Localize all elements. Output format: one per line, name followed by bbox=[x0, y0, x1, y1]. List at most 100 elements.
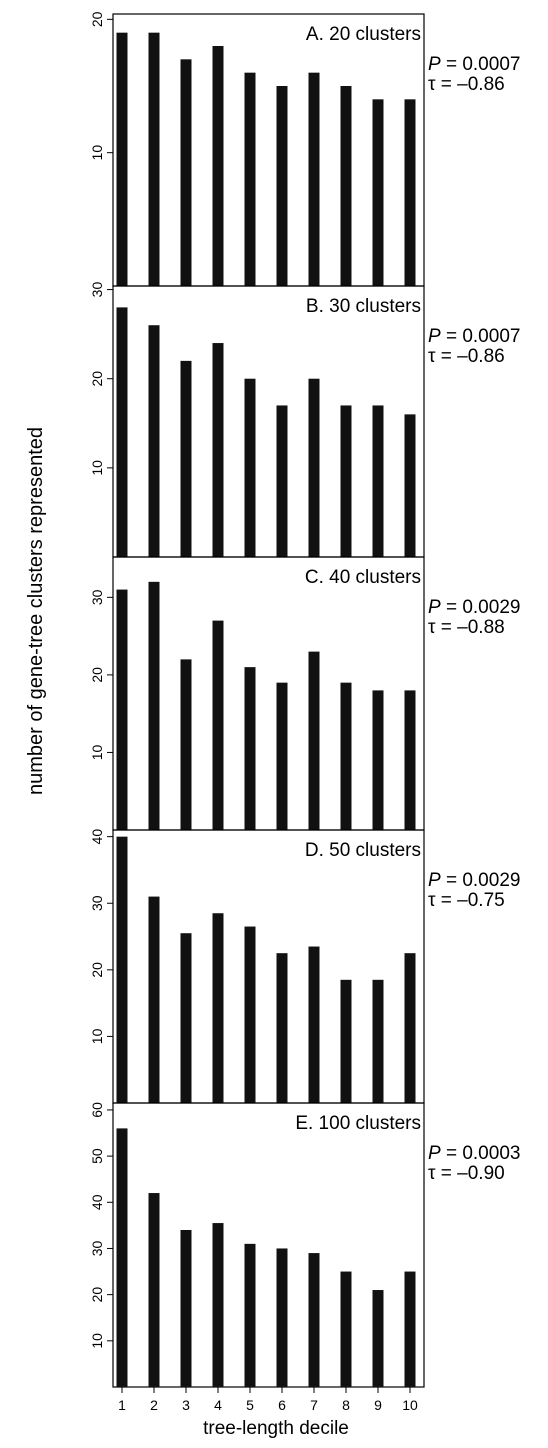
y-tick-label: 10 bbox=[89, 1028, 105, 1044]
panel-title: B. 30 clusters bbox=[306, 296, 421, 317]
y-tick-label: 30 bbox=[89, 895, 105, 911]
bar-2-6 bbox=[276, 405, 288, 557]
bar-1-9 bbox=[372, 99, 384, 286]
y-tick-label: 50 bbox=[89, 1148, 105, 1164]
bar-3-9 bbox=[372, 690, 384, 830]
bar-2-5 bbox=[244, 378, 256, 557]
bar-1-2 bbox=[148, 32, 160, 286]
bar-2-8 bbox=[340, 405, 352, 557]
bar-4-8 bbox=[340, 979, 352, 1103]
bar-5-2 bbox=[148, 1193, 160, 1387]
bar-5-7 bbox=[308, 1253, 320, 1387]
y-tick-label: 10 bbox=[89, 1333, 105, 1349]
bar-1-4 bbox=[212, 46, 224, 286]
bar-4-6 bbox=[276, 953, 288, 1103]
bar-3-4 bbox=[212, 620, 224, 830]
stat-p: P = 0.0007 bbox=[428, 54, 520, 75]
panel-frame bbox=[112, 1102, 425, 1388]
bar-2-10 bbox=[404, 414, 416, 557]
stat-p: P = 0.0007 bbox=[428, 326, 520, 347]
bar-1-1 bbox=[116, 32, 128, 286]
bar-3-3 bbox=[180, 659, 192, 830]
x-tick-label: 6 bbox=[278, 1397, 286, 1413]
bar-5-8 bbox=[340, 1271, 352, 1387]
stat-p: P = 0.0003 bbox=[428, 1143, 520, 1164]
bar-1-3 bbox=[180, 59, 192, 287]
stat-tau: τ = –0.75 bbox=[428, 890, 505, 911]
bar-3-10 bbox=[404, 690, 416, 830]
bar-4-10 bbox=[404, 953, 416, 1103]
panel-title: A. 20 clusters bbox=[306, 24, 421, 45]
bar-5-3 bbox=[180, 1229, 192, 1387]
x-tick-label: 7 bbox=[310, 1397, 318, 1413]
bar-4-7 bbox=[308, 946, 320, 1103]
bar-1-6 bbox=[276, 86, 288, 286]
x-tick-label: 5 bbox=[246, 1397, 254, 1413]
bar-4-3 bbox=[180, 933, 192, 1103]
y-tick-label: 40 bbox=[89, 1194, 105, 1210]
x-axis-label: tree-length decile bbox=[203, 1418, 349, 1439]
bar-1-10 bbox=[404, 99, 416, 286]
y-tick-label: 30 bbox=[89, 589, 105, 605]
bar-2-2 bbox=[148, 325, 160, 557]
stat-tau: τ = –0.86 bbox=[428, 74, 505, 95]
stat-p: P = 0.0029 bbox=[428, 597, 520, 618]
y-tick-label: 20 bbox=[89, 667, 105, 683]
x-tick-label: 9 bbox=[374, 1397, 382, 1413]
x-tick-label: 3 bbox=[182, 1397, 190, 1413]
bar-5-4 bbox=[212, 1223, 224, 1387]
y-tick-label: 20 bbox=[89, 371, 105, 387]
bar-4-9 bbox=[372, 979, 384, 1103]
bar-5-9 bbox=[372, 1290, 384, 1387]
y-tick-label: 40 bbox=[89, 829, 105, 845]
bar-3-6 bbox=[276, 682, 288, 830]
bar-3-7 bbox=[308, 651, 320, 830]
x-tick-label: 8 bbox=[342, 1397, 350, 1413]
x-tick-label: 1 bbox=[118, 1397, 126, 1413]
bar-2-4 bbox=[212, 343, 224, 557]
bar-3-2 bbox=[148, 581, 160, 830]
x-tick-label: 10 bbox=[402, 1397, 418, 1413]
bar-2-1 bbox=[116, 307, 128, 557]
bar-3-8 bbox=[340, 682, 352, 830]
panel-title: D. 50 clusters bbox=[305, 840, 421, 861]
x-tick-label: 4 bbox=[214, 1397, 222, 1413]
stat-tau: τ = –0.90 bbox=[428, 1163, 505, 1184]
y-axis-label: number of gene-tree clusters represented bbox=[25, 427, 47, 795]
y-tick-label: 10 bbox=[89, 460, 105, 476]
bar-5-6 bbox=[276, 1248, 288, 1387]
bar-1-5 bbox=[244, 72, 256, 287]
panel-title: C. 40 clusters bbox=[305, 567, 421, 588]
y-tick-label: 20 bbox=[89, 11, 105, 27]
bar-5-10 bbox=[404, 1271, 416, 1387]
y-tick-label: 20 bbox=[89, 1287, 105, 1303]
x-tick-label: 2 bbox=[150, 1397, 158, 1413]
y-tick-label: 30 bbox=[89, 1240, 105, 1256]
y-tick-label: 20 bbox=[89, 962, 105, 978]
bar-4-1 bbox=[116, 836, 128, 1103]
stat-p: P = 0.0029 bbox=[428, 870, 520, 891]
bar-5-5 bbox=[244, 1243, 256, 1387]
bar-4-4 bbox=[212, 913, 224, 1103]
bar-5-1 bbox=[116, 1128, 128, 1387]
bar-4-2 bbox=[148, 896, 160, 1103]
bar-3-1 bbox=[116, 589, 128, 830]
y-tick-label: 60 bbox=[89, 1102, 105, 1118]
y-tick-label: 10 bbox=[89, 744, 105, 760]
bar-1-7 bbox=[308, 72, 320, 287]
bar-2-9 bbox=[372, 405, 384, 557]
y-tick-label: 30 bbox=[89, 282, 105, 298]
stat-tau: τ = –0.86 bbox=[428, 346, 505, 367]
y-tick-label: 10 bbox=[89, 145, 105, 161]
bar-2-7 bbox=[308, 378, 320, 557]
bar-3-5 bbox=[244, 667, 256, 830]
bar-2-3 bbox=[180, 360, 192, 557]
panel-title: E. 100 clusters bbox=[295, 1113, 421, 1134]
